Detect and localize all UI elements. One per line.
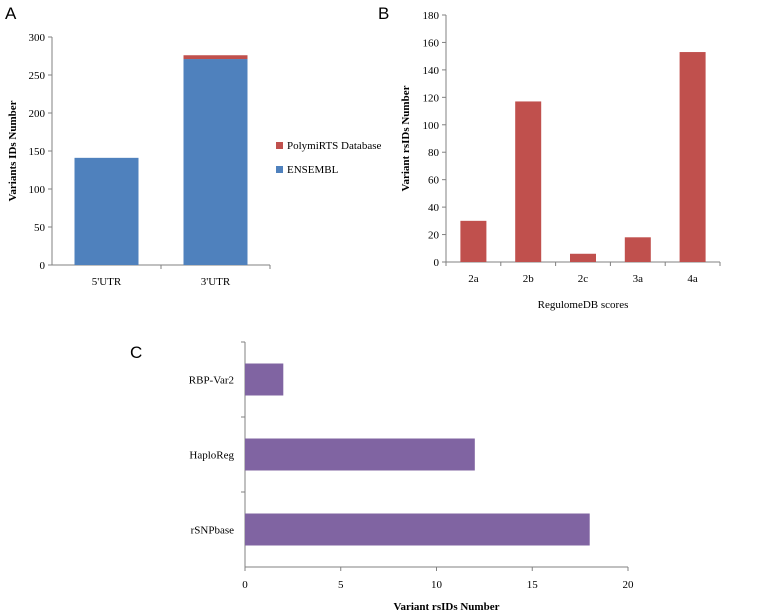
bar-haploreg — [245, 438, 475, 471]
x-axis-title: Variant rsIDs Number — [394, 601, 500, 613]
legend-swatch-ensembl — [276, 166, 283, 173]
y-tick-label: HaploReg — [189, 450, 234, 462]
bar-polymirts-database-3-utr — [183, 55, 248, 60]
y-tick-label: 50 — [34, 222, 46, 234]
x-tick-label: 15 — [527, 579, 539, 591]
x-tick-label: 5 — [338, 579, 344, 591]
y-tick-label: 120 — [423, 92, 440, 104]
legend-label-polymirts-database: PolymiRTS Database — [287, 140, 381, 152]
legend-swatch-polymirts-database — [276, 142, 283, 149]
panel-letter-a: A — [5, 4, 17, 23]
x-tick-label: 5'UTR — [92, 276, 122, 288]
y-tick-label: 0 — [434, 257, 440, 269]
bar-4a — [679, 52, 706, 262]
y-tick-label: 0 — [40, 260, 46, 272]
y-tick-label: 100 — [423, 120, 440, 132]
y-tick-label: 200 — [29, 108, 46, 120]
y-tick-label: 20 — [428, 230, 440, 242]
bar-2c — [570, 253, 596, 262]
y-tick-label: RBP-Var2 — [189, 375, 234, 387]
x-axis-title: RegulomeDB scores — [538, 299, 629, 311]
y-tick-label: 80 — [428, 147, 440, 159]
y-tick-label: 60 — [428, 175, 440, 187]
bar-2a — [460, 220, 487, 262]
y-tick-label: 150 — [29, 146, 46, 158]
panel-b-chart: B 0 20 40 60 80 100 120 140 160 180 2a 2b 2c 3a 4a Varia… — [378, 4, 721, 311]
panel-letter-b: B — [378, 4, 389, 23]
y-tick-label: 100 — [29, 184, 46, 196]
panel-c-chart: C 0 5 10 15 20 rSNPbase HaploReg RBP-Var2 Variant… — [130, 341, 635, 613]
y-tick-label: 250 — [29, 70, 46, 82]
legend-label-ensembl: ENSEMBL — [287, 164, 339, 176]
x-tick-label: 2a — [468, 273, 479, 285]
bar-rsnpbase — [245, 513, 590, 546]
x-tick-label: 20 — [623, 579, 635, 591]
x-tick-label: 10 — [431, 579, 443, 591]
y-axis-title: Variant rsIDs Number — [400, 85, 412, 191]
y-tick-label: 160 — [423, 37, 440, 49]
y-tick-label: 140 — [423, 65, 440, 77]
bar-3a — [624, 237, 651, 262]
y-tick-label: 40 — [428, 202, 440, 214]
x-tick-label: 3a — [633, 273, 644, 285]
y-tick-label: rSNPbase — [191, 525, 235, 537]
bar-ensembl-3-utr — [183, 59, 248, 265]
panel-a-chart: A 0 50 100 150 200 250 300 5'UTR 3'UTR Variants ID… — [5, 4, 381, 288]
x-tick-label: 2b — [523, 273, 535, 285]
bar-rbp-var2 — [245, 363, 284, 396]
x-tick-label: 0 — [242, 579, 248, 591]
y-axis-title: Variants IDs Number — [7, 100, 19, 201]
x-tick-label: 3'UTR — [201, 276, 231, 288]
x-tick-label: 2c — [578, 273, 589, 285]
x-tick-label: 4a — [687, 273, 698, 285]
y-tick-label: 300 — [29, 32, 46, 44]
bar-ensembl-5-utr — [74, 157, 139, 265]
panel-letter-c: C — [130, 343, 142, 362]
y-tick-label: 180 — [423, 10, 440, 22]
bar-2b — [515, 101, 542, 262]
